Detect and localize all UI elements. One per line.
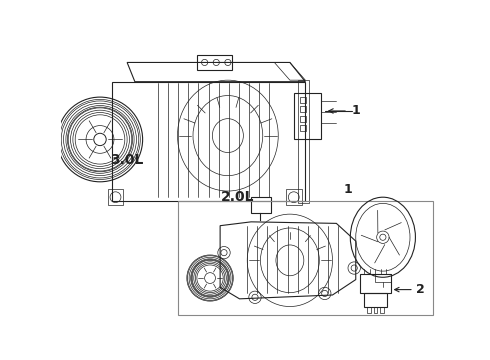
Bar [197,55,232,70]
Bar [286,189,301,205]
Bar [300,125,306,131]
Bar [294,93,321,139]
Text: 3.0L: 3.0L [111,153,144,167]
Bar [300,116,306,122]
Bar [300,106,306,112]
Bar [375,274,391,282]
Bar [108,189,123,205]
Bar [380,307,384,314]
Bar [177,201,433,315]
Bar [368,307,371,314]
Text: 2: 2 [416,283,425,296]
Bar [251,197,270,213]
Bar [360,274,391,293]
Text: 2.0L: 2.0L [220,190,254,204]
Bar [297,80,309,203]
Bar [300,97,306,103]
Bar [373,307,377,314]
Text: 1: 1 [352,104,361,117]
Text: 1: 1 [343,183,352,195]
Bar [364,293,387,307]
